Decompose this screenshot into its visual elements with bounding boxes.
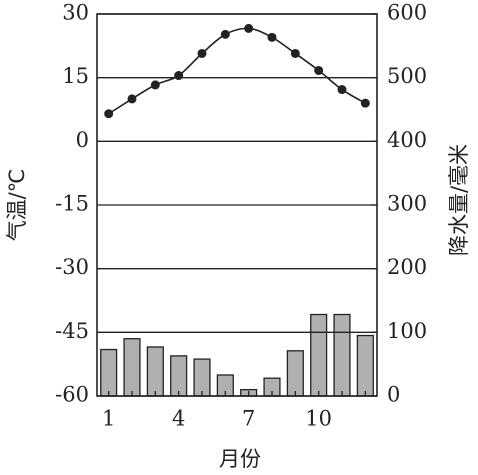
- bar: [146, 346, 164, 397]
- x-axis-label: 月份: [219, 447, 261, 471]
- y2-tick-label: 600: [387, 1, 427, 25]
- bar: [310, 313, 328, 397]
- y-tick-label: -60: [55, 383, 89, 407]
- temperature-point: [127, 94, 137, 104]
- temperature-point: [267, 32, 277, 42]
- x-tick-label: 4: [172, 407, 185, 431]
- y2-tick-label: 200: [387, 255, 427, 279]
- y2-tick-label: 300: [387, 192, 427, 216]
- x-tick-label: 10: [305, 407, 332, 431]
- x-tick-label: 7: [242, 407, 255, 431]
- temperature-point: [220, 29, 230, 39]
- temperature-point: [290, 48, 300, 58]
- y2-tick-label: 100: [387, 319, 427, 343]
- bar: [356, 334, 374, 397]
- temperature-point: [197, 48, 207, 58]
- y-tick-label: -45: [55, 319, 89, 343]
- temperature-point: [150, 80, 160, 90]
- x-tick-label: 1: [102, 407, 115, 431]
- temperature-point: [314, 65, 324, 75]
- y2-axis-label: 降水量/毫米: [447, 144, 471, 256]
- y-axis-label: 气温/℃: [5, 169, 29, 242]
- temperature-line: [108, 27, 366, 115]
- temperature-point: [337, 85, 347, 95]
- bar: [193, 358, 211, 397]
- temperature-point: [244, 23, 254, 33]
- y2-tick-label: 0: [387, 383, 400, 407]
- bar: [286, 350, 304, 397]
- plot-frame: [96, 13, 378, 397]
- y-tick-label: 30: [62, 1, 89, 25]
- bar: [100, 348, 118, 397]
- temperature-point: [360, 98, 370, 108]
- y-tick-label: 15: [62, 64, 89, 88]
- y-tick-label: -15: [55, 192, 89, 216]
- bar: [123, 338, 141, 397]
- y2-tick-label: 500: [387, 64, 427, 88]
- y2-tick-label: 400: [387, 128, 427, 152]
- temperature-point: [104, 109, 114, 119]
- bar: [170, 355, 188, 397]
- y-tick-label: -30: [55, 255, 89, 279]
- temperature-point: [174, 71, 184, 81]
- bar: [333, 313, 351, 397]
- y-tick-label: 0: [76, 128, 89, 152]
